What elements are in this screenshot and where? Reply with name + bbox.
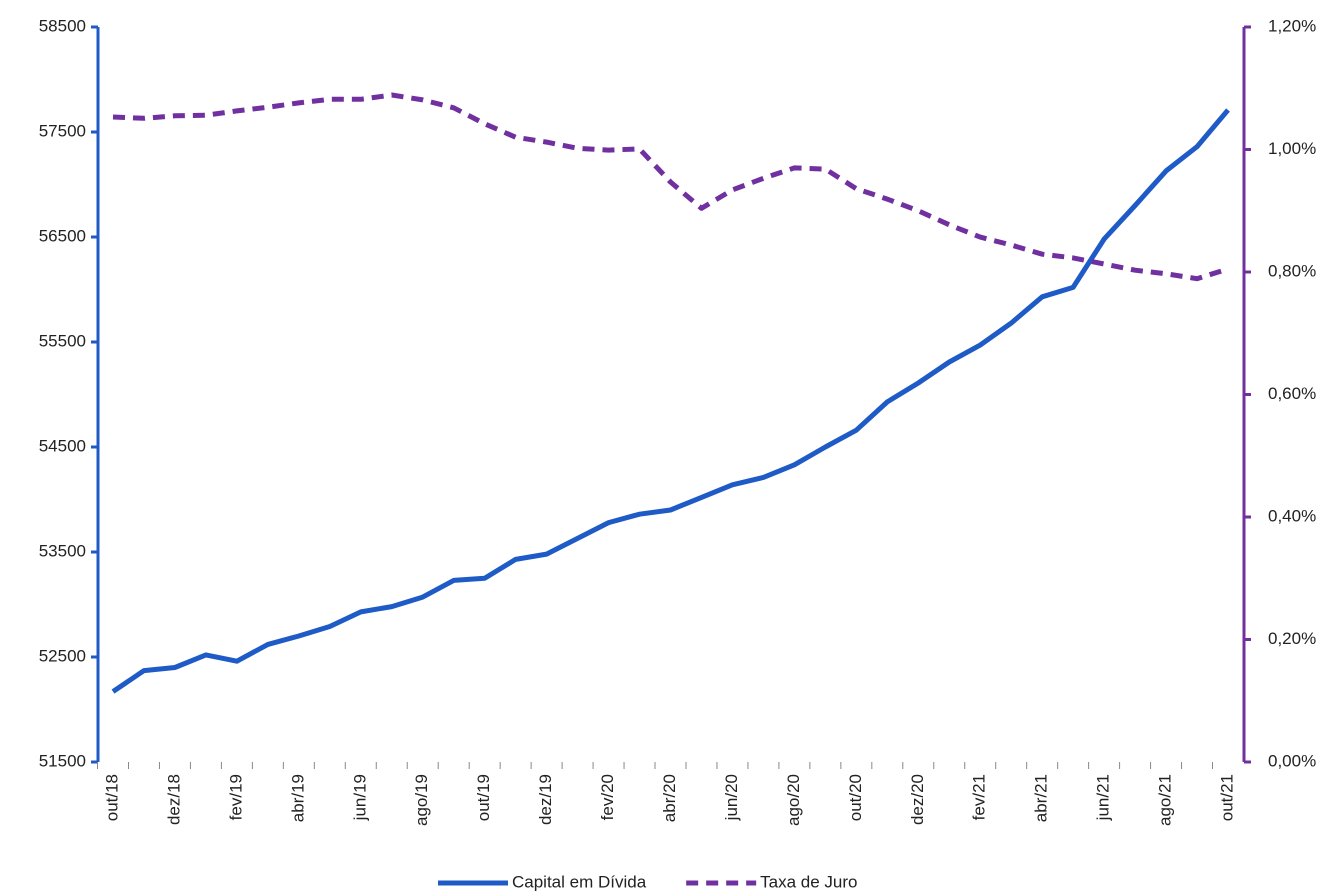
- x-tick-label: fev/20: [598, 774, 617, 820]
- x-tick-label: fev/19: [226, 774, 245, 820]
- y-tick-label: 57500: [39, 121, 86, 140]
- x-tick-label: fev/21: [970, 774, 989, 820]
- y-tick-label: 51500: [39, 751, 86, 770]
- y2-tick-label: 1,20%: [1268, 16, 1316, 35]
- x-tick-label: abr/20: [660, 774, 679, 822]
- x-tick-label: jun/21: [1094, 774, 1113, 821]
- x-tick-label: jun/19: [350, 774, 369, 821]
- y2-tick-label: 0,40%: [1268, 506, 1316, 525]
- x-tick-label: out/18: [102, 774, 121, 821]
- y-tick-label: 53500: [39, 541, 86, 560]
- x-tick-label: abr/19: [288, 774, 307, 822]
- x-tick-label: out/21: [1217, 774, 1236, 821]
- x-tick-label: jun/20: [722, 774, 741, 821]
- series-line: [112, 92, 1229, 282]
- series-line: [111, 108, 1230, 694]
- y2-tick-label: 0,20%: [1268, 629, 1316, 648]
- legend-label: Capital em Dívida: [512, 872, 647, 891]
- y-tick-label: 54500: [39, 436, 86, 455]
- x-tick-label: ago/19: [412, 774, 431, 826]
- x-tick-label: dez/18: [164, 774, 183, 825]
- x-tick-label: out/20: [846, 774, 865, 821]
- y-tick-label: 55500: [39, 331, 86, 350]
- x-tick-label: dez/20: [908, 774, 927, 825]
- x-tick-label: abr/21: [1032, 774, 1051, 822]
- y2-tick-label: 0,60%: [1268, 384, 1316, 403]
- y2-tick-label: 0,80%: [1268, 261, 1316, 280]
- x-tick-label: ago/20: [784, 774, 803, 826]
- y2-tick-label: 0,00%: [1268, 751, 1316, 770]
- x-tick-label: dez/19: [536, 774, 555, 825]
- y2-tick-label: 1,00%: [1268, 139, 1316, 158]
- y-tick-label: 56500: [39, 226, 86, 245]
- x-tick-label: out/19: [474, 774, 493, 821]
- y-tick-label: 52500: [39, 646, 86, 665]
- legend-label: Taxa de Juro: [760, 872, 857, 891]
- y-tick-label: 58500: [39, 16, 86, 35]
- x-tick-label: ago/21: [1156, 774, 1175, 826]
